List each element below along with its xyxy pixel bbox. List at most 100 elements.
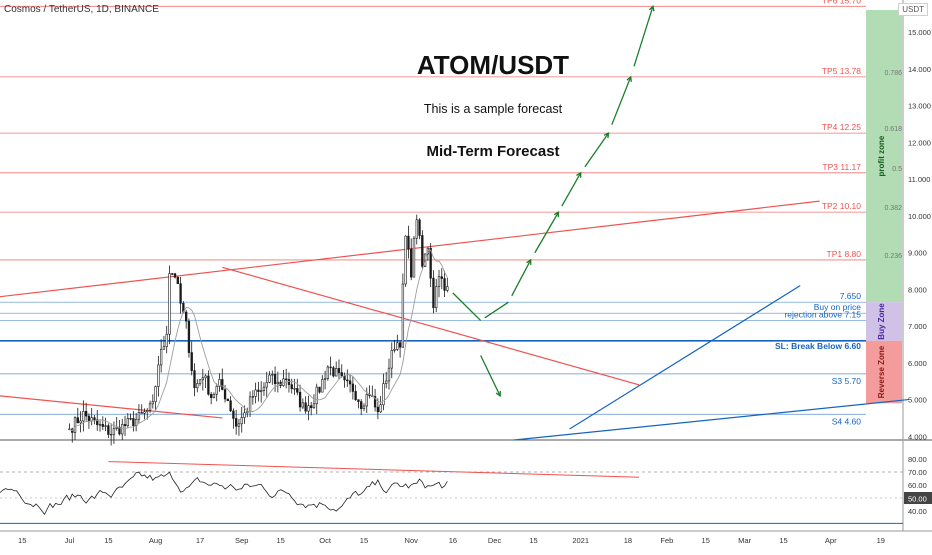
candle-body xyxy=(310,405,313,409)
candle-body xyxy=(246,411,249,414)
x-tick-label: Nov xyxy=(405,536,419,545)
y-tick-label: 10.000 xyxy=(908,212,931,221)
candle-body xyxy=(146,410,149,412)
candle-body xyxy=(254,389,257,397)
currency-badge[interactable]: USDT xyxy=(898,3,928,16)
x-tick-label: Sep xyxy=(235,536,248,545)
candle-body xyxy=(337,368,341,373)
x-tick-label: 15 xyxy=(779,536,787,545)
candle-body xyxy=(196,383,199,389)
candle-body xyxy=(435,286,438,309)
candle-body xyxy=(184,311,188,322)
candle-body xyxy=(248,396,252,412)
x-tick-label: 15 xyxy=(276,536,284,545)
candle-body xyxy=(296,388,299,393)
forecast-arrowhead xyxy=(553,210,560,218)
candle-body xyxy=(412,237,416,278)
x-tick-label: 15 xyxy=(360,536,368,545)
trendline xyxy=(222,266,640,386)
x-tick-label: Dec xyxy=(488,536,502,545)
candle-body xyxy=(321,379,324,393)
candle-body xyxy=(218,379,221,387)
candle-body xyxy=(90,417,93,422)
candle-body xyxy=(143,411,146,414)
candle-body xyxy=(101,424,104,427)
candle-body xyxy=(440,276,443,279)
candle-body xyxy=(271,374,274,376)
candle-body xyxy=(329,366,332,369)
reverse-arrowhead xyxy=(495,390,502,398)
x-tick-label: Jul xyxy=(65,536,75,545)
candle-body xyxy=(387,367,391,382)
candle-body xyxy=(126,418,129,427)
candle-body xyxy=(390,350,393,369)
candle-body xyxy=(237,423,241,427)
support-level-label: 7.650 xyxy=(840,291,862,301)
candle-body xyxy=(204,375,207,379)
candle-body xyxy=(432,277,435,309)
forecast-arrowhead xyxy=(576,171,582,178)
candle-body xyxy=(401,283,405,348)
candle-body xyxy=(82,411,85,422)
candle-body xyxy=(404,235,407,285)
forecast-arrowhead xyxy=(526,258,532,265)
candle-body xyxy=(346,379,349,382)
x-tick-label: Oct xyxy=(319,536,332,545)
moving-average-line xyxy=(69,249,448,432)
oscillator-tick-label: 60.00 xyxy=(908,481,927,490)
x-tick-label: Apr xyxy=(825,536,837,545)
forecast-arrow xyxy=(561,172,582,207)
candle-body xyxy=(312,403,316,409)
candle-body xyxy=(118,426,121,435)
oscillator-current-value: 50.00 xyxy=(908,495,927,504)
candle-body xyxy=(335,368,338,377)
x-tick-label: 18 xyxy=(624,536,632,545)
y-tick-label: 8.000 xyxy=(908,285,927,294)
candle-body xyxy=(121,424,124,435)
candle-body xyxy=(418,219,421,236)
candle-body xyxy=(235,418,238,427)
candle-body xyxy=(385,380,388,384)
support-level-label: S4 4.60 xyxy=(832,416,862,426)
candle-body xyxy=(396,342,399,350)
forecast-arrow xyxy=(534,211,560,254)
candle-body xyxy=(365,394,368,407)
candle-body xyxy=(293,388,296,390)
support-level-label: S3 5.70 xyxy=(832,376,862,386)
candle-body xyxy=(285,378,288,380)
x-tick-label: 2021 xyxy=(572,536,589,545)
candle-body xyxy=(112,428,116,435)
forecast-arrow xyxy=(611,76,632,125)
candle-body xyxy=(173,273,177,278)
target-level-label: TP1 8.80 xyxy=(827,249,862,259)
candle-body xyxy=(257,389,260,393)
target-level-label: TP6 15.70 xyxy=(822,0,861,5)
candle-body xyxy=(393,349,396,351)
fib-ratio-label: 0.618 xyxy=(884,126,902,133)
trendline xyxy=(0,200,820,298)
x-tick-label: 17 xyxy=(196,536,204,545)
support-level-label: SL: Break Below 6.60 xyxy=(775,341,861,351)
candle-body xyxy=(157,364,160,387)
target-level-label: TP5 13.78 xyxy=(822,66,861,76)
candle-body xyxy=(232,410,235,419)
candle-body xyxy=(240,417,243,425)
zone-label: Buy Zone xyxy=(877,303,886,340)
candle-body xyxy=(87,415,91,422)
y-tick-label: 5.000 xyxy=(908,396,927,405)
candle-body xyxy=(315,386,318,405)
zone-band xyxy=(866,10,902,303)
candle-body xyxy=(298,391,302,408)
candle-body xyxy=(243,412,246,418)
candle-body xyxy=(410,248,413,278)
fib-ratio-label: 0.382 xyxy=(884,205,902,212)
candle-body xyxy=(340,372,343,377)
candle-body xyxy=(132,418,135,427)
candle-body xyxy=(354,391,357,401)
candle-body xyxy=(376,406,380,413)
candle-body xyxy=(79,420,82,424)
x-tick-label: 19 xyxy=(877,536,885,545)
candle-body xyxy=(443,278,446,291)
